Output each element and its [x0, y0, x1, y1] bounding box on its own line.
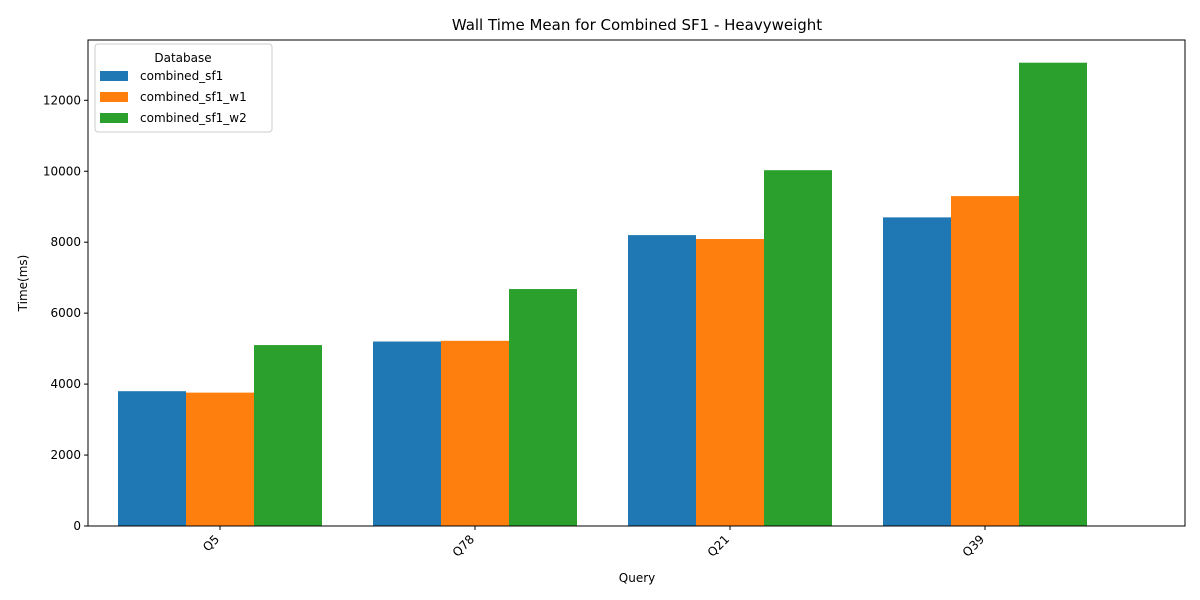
y-tick-label: 4000	[50, 377, 81, 391]
bar-combined_sf1_w2-Q21	[764, 170, 832, 527]
legend-label: combined_sf1	[140, 69, 223, 83]
legend-label: combined_sf1_w2	[140, 111, 247, 125]
bar-combined_sf1-Q5	[118, 391, 186, 526]
bars-group	[118, 62, 1087, 527]
y-tick-label: 12000	[43, 93, 81, 107]
bar-combined_sf1_w1-Q5	[186, 392, 254, 526]
y-tick-label: 2000	[50, 448, 81, 462]
bar-combined_sf1_w1-Q21	[696, 239, 764, 527]
x-tick-label: Q21	[705, 532, 732, 559]
y-axis-label: Time(ms)	[16, 255, 30, 313]
legend-title: Database	[154, 51, 211, 65]
bar-combined_sf1_w1-Q78	[441, 340, 509, 526]
plot-frame	[87, 39, 1186, 527]
chart-title: Wall Time Mean for Combined SF1 - Heavyw…	[452, 16, 822, 34]
bar-combined_sf1_w2-Q5	[254, 345, 322, 526]
legend: Database combined_sf1 combined_sf1_w1comb…	[94, 43, 273, 133]
y-tick-label: 10000	[43, 164, 81, 178]
bar-combined_sf1_w2-Q39	[1019, 62, 1087, 527]
y-tick-label: 6000	[50, 306, 81, 320]
legend-label: combined_sf1_w1	[140, 90, 247, 104]
legend-swatch	[100, 113, 128, 123]
bar-combined_sf1_w1-Q39	[951, 196, 1019, 526]
bar-combined_sf1-Q21	[628, 235, 696, 526]
y-axis: 0 2000 4000 6000 8000 10000 12000	[43, 93, 88, 533]
x-tick-label: Q39	[960, 532, 987, 559]
x-axis-label: Query	[619, 571, 655, 585]
legend-swatch	[100, 71, 128, 81]
x-axis: Q5 Q78 Q21 Q39	[200, 526, 987, 560]
y-tick-label: 8000	[50, 235, 81, 249]
y-tick-label: 0	[73, 519, 81, 533]
bar-combined_sf1-Q78	[373, 341, 441, 526]
legend-box	[94, 43, 273, 133]
bar-combined_sf1_w2-Q78	[509, 289, 577, 526]
x-tick-label: Q78	[450, 532, 477, 559]
x-tick-label: Q5	[200, 532, 222, 554]
legend-swatch	[100, 92, 128, 102]
bar-combined_sf1-Q39	[883, 217, 951, 527]
